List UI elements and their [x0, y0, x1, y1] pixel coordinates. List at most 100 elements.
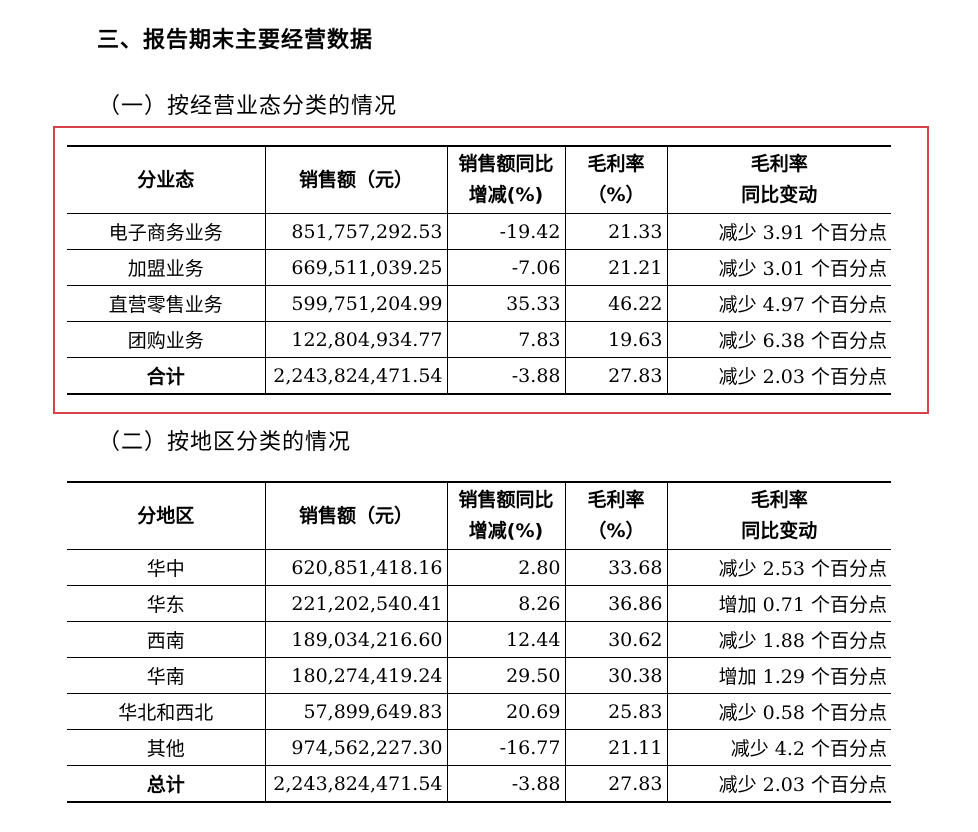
- cell-sales-yoy: 8.26: [446, 585, 566, 622]
- cell-sales: 851,757,292.53: [264, 213, 448, 250]
- cell-category: 加盟业务: [67, 249, 266, 286]
- cell-margin-change: 增加 0.71 个百分点: [666, 585, 891, 622]
- cell-total-sales: 2,243,824,471.54: [264, 357, 448, 394]
- header-gross-margin: 毛利率 （%）: [564, 482, 668, 550]
- header-margin-change-line2: 同比变动: [741, 184, 818, 206]
- header-margin-change-line1: 毛利率: [750, 489, 808, 511]
- header-category: 分业态: [67, 146, 266, 214]
- cell-margin-change: 减少 6.38 个百分点: [666, 321, 891, 358]
- table-header-row: 分业态 销售额（元） 销售额同比增减(%) 毛利率 （%） 毛利率同比变动: [67, 146, 891, 214]
- table-row: 团购业务 122,804,934.77 7.83 19.63 减少 6.38 个…: [67, 321, 891, 358]
- cell-sales-yoy: -19.42: [446, 213, 566, 250]
- cell-sales-yoy: -16.77: [446, 729, 566, 766]
- subsection-title-region: （二）按地区分类的情况: [98, 430, 352, 455]
- header-gross-margin: 毛利率 （%）: [564, 146, 668, 214]
- cell-sales: 599,751,204.99: [264, 285, 448, 322]
- header-margin-change: 毛利率 同比变动: [666, 482, 891, 550]
- cell-region: 华南: [67, 657, 266, 694]
- cell-gross-margin: 30.38: [564, 657, 668, 694]
- header-sales-yoy-line1: 销售额同比: [458, 489, 554, 511]
- cell-gross-margin: 21.21: [564, 249, 668, 286]
- cell-gross-margin: 33.68: [564, 549, 668, 586]
- header-gross-margin-line2: （%）: [587, 184, 645, 206]
- cell-sales: 620,851,418.16: [264, 549, 448, 586]
- cell-region: 华中: [67, 549, 266, 586]
- cell-total-margin-change: 减少 2.03 个百分点: [666, 357, 891, 394]
- cell-sales-yoy: 29.50: [446, 657, 566, 694]
- cell-gross-margin: 30.62: [564, 621, 668, 658]
- cell-sales: 189,034,216.60: [264, 621, 448, 658]
- header-margin-change-line2: 同比变动: [741, 520, 818, 542]
- table-row: 电子商务业务 851,757,292.53 -19.42 21.33 减少 3.…: [67, 213, 891, 250]
- cell-sales-yoy: 12.44: [446, 621, 566, 658]
- cell-sales-yoy: 7.83: [446, 321, 566, 358]
- header-sales-yoy-line2: 增减(%): [468, 184, 544, 206]
- cell-margin-change: 减少 0.58 个百分点: [666, 693, 891, 730]
- cell-sales: 180,274,419.24: [264, 657, 448, 694]
- cell-sales: 221,202,540.41: [264, 585, 448, 622]
- header-gross-margin-line1: 毛利率: [587, 153, 645, 175]
- cell-gross-margin: 19.63: [564, 321, 668, 358]
- cell-sales: 974,562,227.30: [264, 729, 448, 766]
- cell-category: 团购业务: [67, 321, 266, 358]
- header-sales: 销售额（元）: [264, 146, 448, 214]
- cell-region: 西南: [67, 621, 266, 658]
- cell-region: 华东: [67, 585, 266, 622]
- header-sales-yoy-line1: 销售额同比: [458, 153, 554, 175]
- highlight-box: [53, 126, 929, 414]
- region-table: 分地区 销售额（元） 销售额同比增减(%) 毛利率 （%） 毛利率同比变动 华中 …: [67, 481, 891, 803]
- cell-total-label: 合计: [67, 357, 266, 394]
- header-sales-yoy: 销售额同比增减(%): [446, 146, 566, 214]
- header-sales-yoy-line2: 增减(%): [468, 520, 544, 542]
- cell-total-sales-yoy: -3.88: [446, 765, 566, 802]
- table-row: 华东 221,202,540.41 8.26 36.86 增加 0.71 个百分…: [67, 585, 891, 622]
- cell-sales: 122,804,934.77: [264, 321, 448, 358]
- cell-total-label: 总计: [67, 765, 266, 802]
- table-row: 西南 189,034,216.60 12.44 30.62 减少 1.88 个百…: [67, 621, 891, 658]
- cell-margin-change: 减少 2.53 个百分点: [666, 549, 891, 586]
- table-row: 华北和西北 57,899,649.83 20.69 25.83 减少 0.58 …: [67, 693, 891, 730]
- header-sales: 销售额（元）: [264, 482, 448, 550]
- table-row: 华南 180,274,419.24 29.50 30.38 增加 1.29 个百…: [67, 657, 891, 694]
- header-margin-change: 毛利率 同比变动: [666, 146, 891, 214]
- cell-gross-margin: 46.22: [564, 285, 668, 322]
- cell-category: 直营零售业务: [67, 285, 266, 322]
- cell-margin-change: 减少 1.88 个百分点: [666, 621, 891, 658]
- table-row: 加盟业务 669,511,039.25 -7.06 21.21 减少 3.01 …: [67, 249, 891, 286]
- cell-gross-margin: 36.86: [564, 585, 668, 622]
- header-gross-margin-line2: （%）: [587, 520, 645, 542]
- header-sales-yoy: 销售额同比增减(%): [446, 482, 566, 550]
- cell-region: 其他: [67, 729, 266, 766]
- cell-sales-yoy: 35.33: [446, 285, 566, 322]
- cell-margin-change: 减少 3.91 个百分点: [666, 213, 891, 250]
- table-row: 其他 974,562,227.30 -16.77 21.11 减少 4.2 个百…: [67, 729, 891, 766]
- cell-gross-margin: 21.11: [564, 729, 668, 766]
- section-heading: 三、报告期末主要经营数据: [97, 28, 374, 53]
- header-gross-margin-line1: 毛利率: [587, 489, 645, 511]
- cell-margin-change: 减少 4.2 个百分点: [666, 729, 891, 766]
- cell-margin-change: 减少 4.97 个百分点: [666, 285, 891, 322]
- table-header-row: 分地区 销售额（元） 销售额同比增减(%) 毛利率 （%） 毛利率同比变动: [67, 482, 891, 550]
- cell-total-sales-yoy: -3.88: [446, 357, 566, 394]
- subsection-title-business: （一）按经营业态分类的情况: [98, 94, 398, 119]
- cell-category: 电子商务业务: [67, 213, 266, 250]
- cell-total-gross-margin: 27.83: [564, 357, 668, 394]
- cell-total-sales: 2,243,824,471.54: [264, 765, 448, 802]
- cell-margin-change: 增加 1.29 个百分点: [666, 657, 891, 694]
- business-format-table: 分业态 销售额（元） 销售额同比增减(%) 毛利率 （%） 毛利率同比变动 电子商…: [67, 145, 891, 395]
- table-row: 华中 620,851,418.16 2.80 33.68 减少 2.53 个百分…: [67, 549, 891, 586]
- cell-sales-yoy: 20.69: [446, 693, 566, 730]
- header-region: 分地区: [67, 482, 266, 550]
- cell-sales-yoy: -7.06: [446, 249, 566, 286]
- cell-total-margin-change: 减少 2.03 个百分点: [666, 765, 891, 802]
- cell-margin-change: 减少 3.01 个百分点: [666, 249, 891, 286]
- table-total-row: 合计 2,243,824,471.54 -3.88 27.83 减少 2.03 …: [67, 357, 891, 394]
- cell-sales: 669,511,039.25: [264, 249, 448, 286]
- cell-gross-margin: 21.33: [564, 213, 668, 250]
- cell-sales-yoy: 2.80: [446, 549, 566, 586]
- cell-gross-margin: 25.83: [564, 693, 668, 730]
- table-row: 直营零售业务 599,751,204.99 35.33 46.22 减少 4.9…: [67, 285, 891, 322]
- cell-total-gross-margin: 27.83: [564, 765, 668, 802]
- table-total-row: 总计 2,243,824,471.54 -3.88 27.83 减少 2.03 …: [67, 765, 891, 802]
- header-margin-change-line1: 毛利率: [750, 153, 808, 175]
